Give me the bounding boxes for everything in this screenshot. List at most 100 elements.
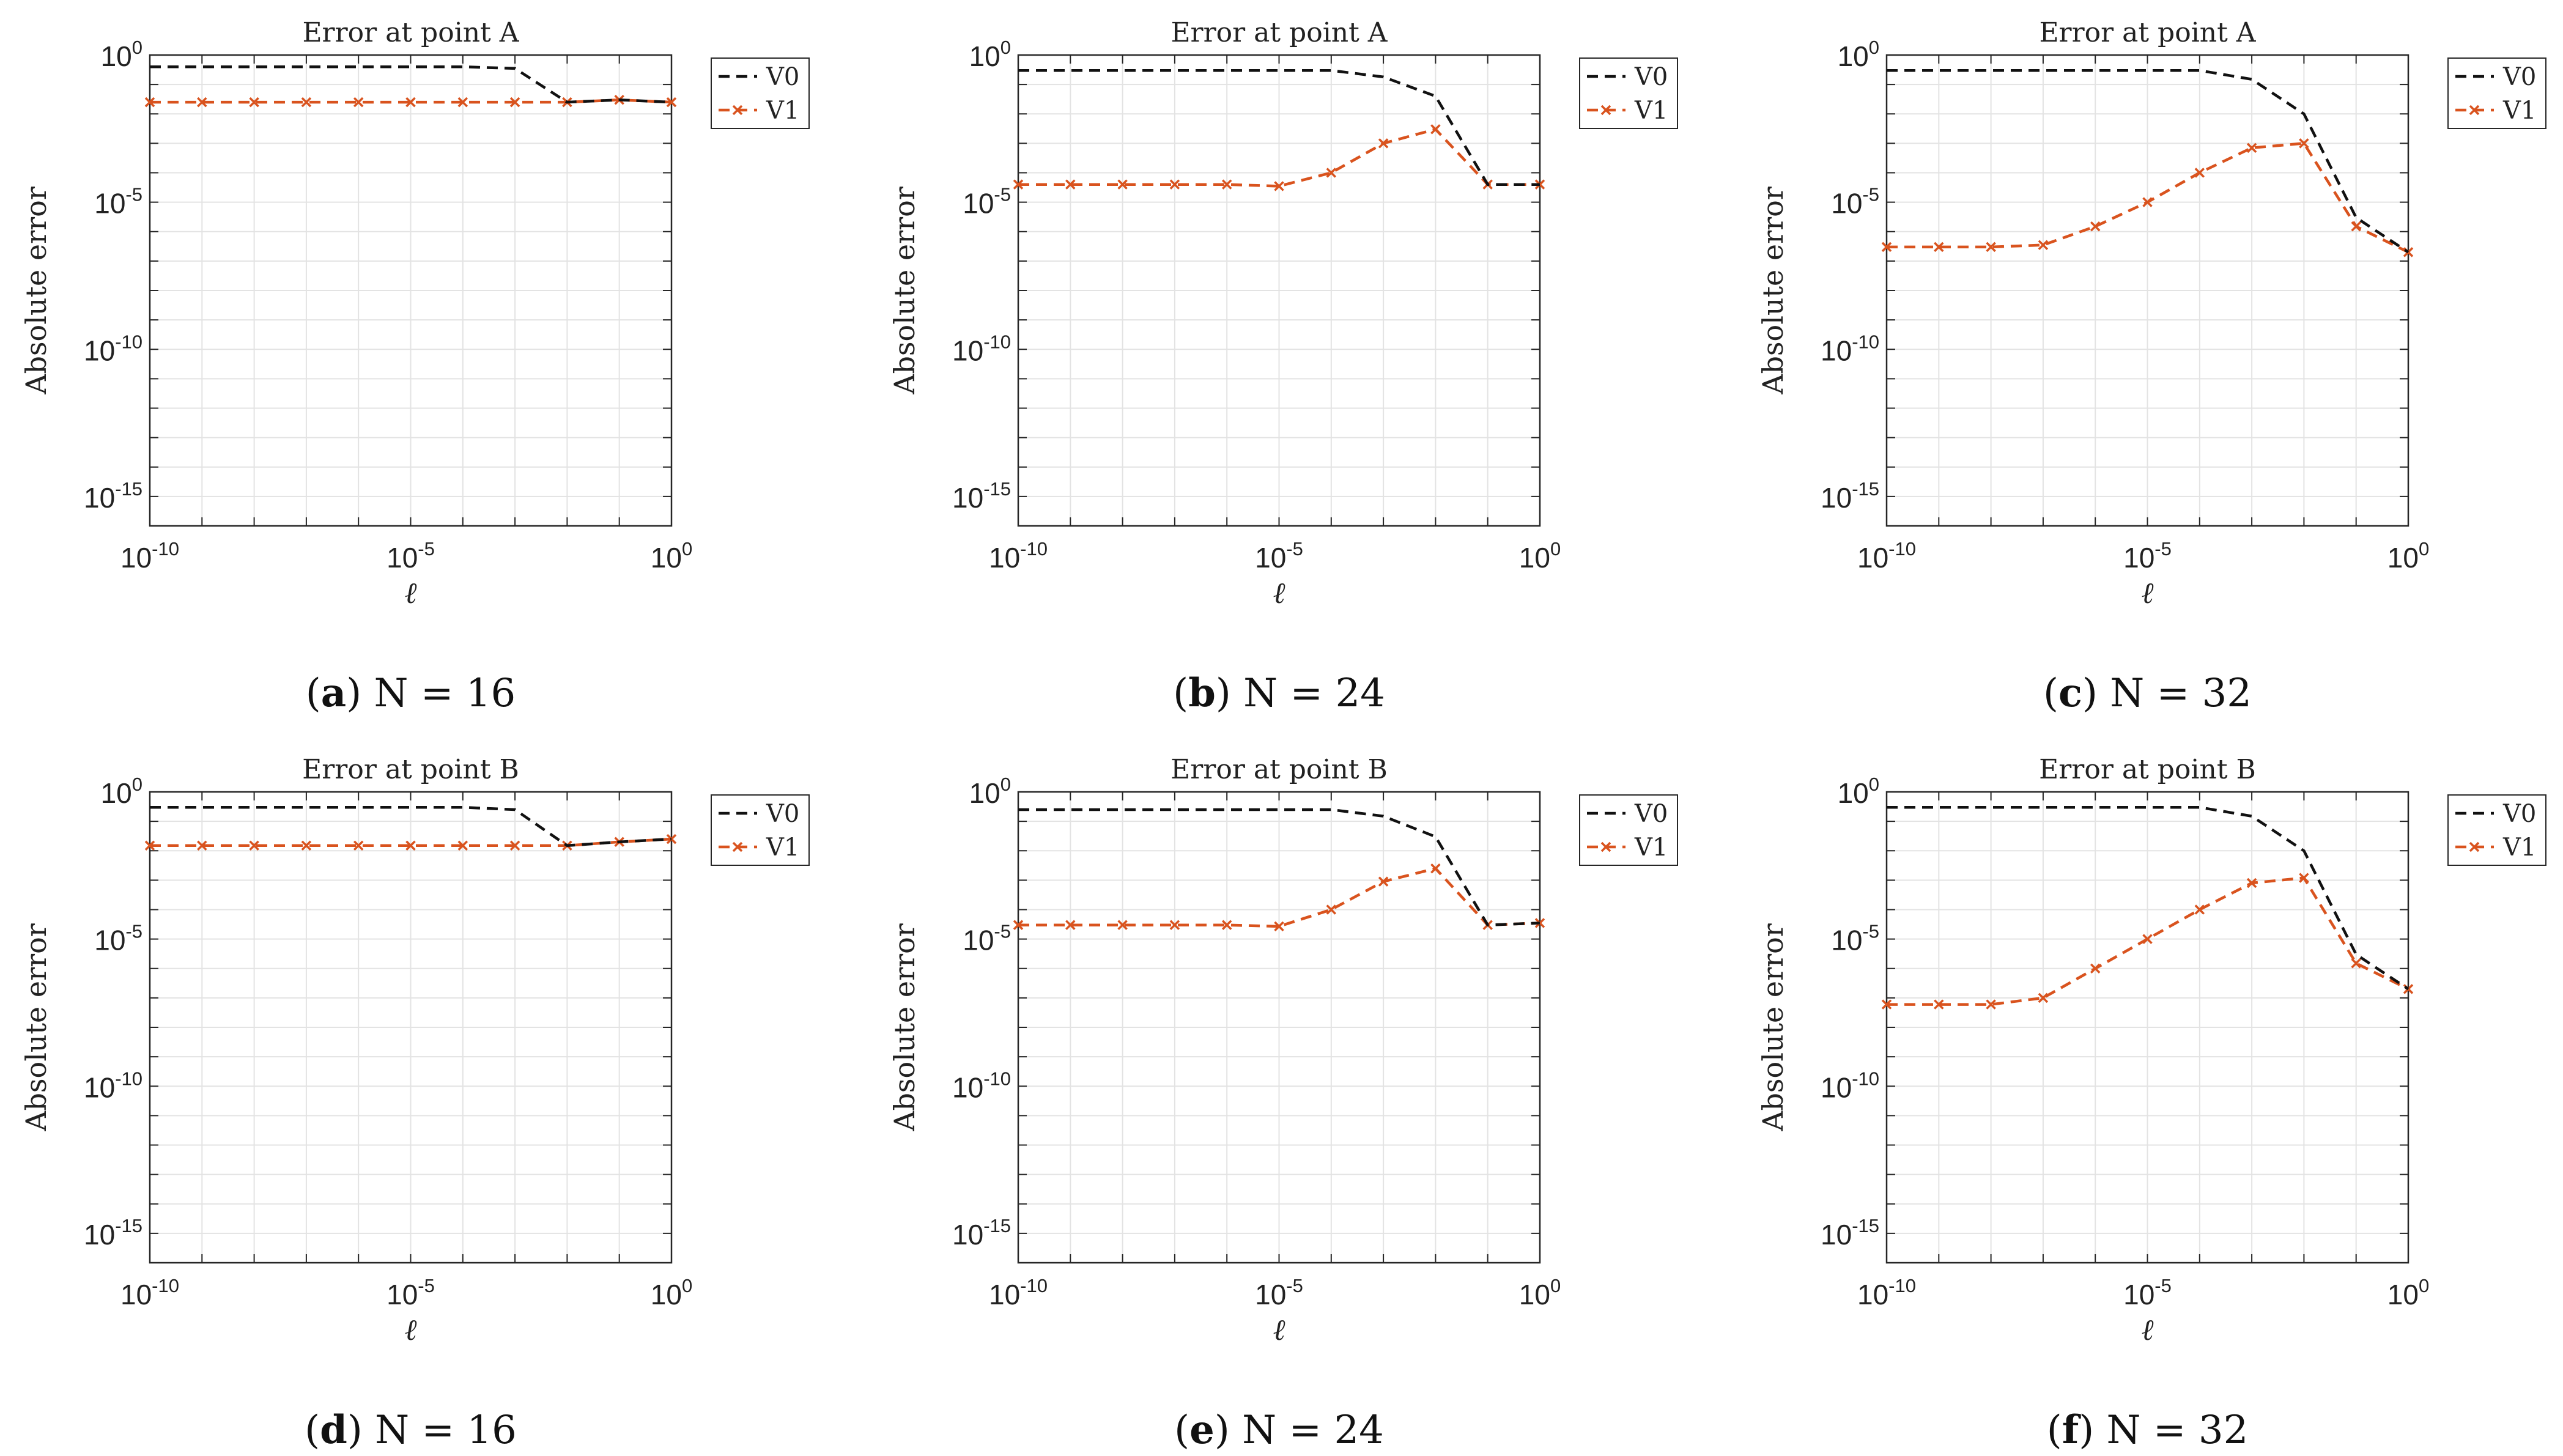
y-tick-label: 100	[101, 774, 142, 809]
chart-panel-b: 100 10-5 10-10 10-15 10-10 10-5 100 Error at po…	[888, 17, 1678, 716]
y-tick-label: 10-5	[963, 921, 1011, 956]
x-tick-label: 10-10	[1857, 1275, 1916, 1310]
series-line-v1	[1018, 127, 1540, 188]
data-point-v1	[2246, 878, 2257, 889]
data-point-v1	[144, 97, 155, 108]
data-point-v1	[2142, 934, 2153, 944]
data-point-v1	[353, 97, 364, 108]
x-tick-label: 100	[2387, 538, 2429, 574]
panel-caption: (a) N = 16	[306, 670, 516, 716]
data-point-v1	[2299, 873, 2309, 883]
data-point-v1	[1934, 242, 1944, 253]
chart-panel-c: 100 10-5 10-10 10-15 10-10 10-5 100 Error at po…	[1756, 17, 2546, 716]
data-point-v1	[2299, 138, 2309, 149]
panel-caption: (f) N = 32	[2047, 1407, 2249, 1453]
data-point-v1	[2246, 142, 2257, 153]
data-point-v1	[1274, 921, 1284, 932]
x-axis-label: ℓ	[405, 576, 417, 610]
data-point-v1	[1169, 920, 1180, 930]
x-tick-label: 10-5	[386, 1275, 435, 1310]
data-point-v1	[1881, 242, 1892, 253]
y-tick-label: 10-5	[94, 184, 142, 220]
legend-box	[1579, 794, 1678, 866]
data-point-v1	[509, 97, 520, 108]
chart-panel-d: 100 10-5 10-10 10-15 10-10 10-5 100 Error at po…	[20, 754, 810, 1453]
data-point-v1	[249, 840, 259, 851]
panel-caption: (d) N = 16	[305, 1407, 517, 1453]
y-tick-label: 10-10	[952, 1068, 1011, 1103]
series-line-v0	[1887, 805, 2410, 991]
x-axis-label: ℓ	[405, 1313, 417, 1347]
chart-title: Error at point B	[1171, 754, 1388, 785]
legend-label-v1: V1	[1634, 833, 1668, 862]
y-tick-label: 100	[969, 37, 1011, 72]
x-axis-label: ℓ	[1273, 576, 1285, 610]
data-point-v1	[2194, 904, 2205, 915]
y-tick-label: 10-15	[84, 1215, 142, 1251]
legend-label-v0: V0	[766, 800, 799, 828]
y-tick-label: 10-10	[1821, 1068, 1879, 1103]
legend-label-v1: V1	[1634, 97, 1668, 125]
x-axis-label: ℓ	[2142, 576, 2154, 610]
data-point-v1	[1013, 920, 1024, 930]
x-tick-label: 10-10	[1857, 538, 1916, 574]
data-point-v1	[1117, 920, 1128, 930]
x-tick-label: 10-5	[2123, 1275, 2172, 1310]
panel-caption: (c) N = 32	[2043, 670, 2252, 716]
data-point-v1	[1013, 179, 1024, 190]
data-point-v1	[249, 97, 259, 108]
data-point-v1	[1430, 863, 1441, 874]
y-tick-label: 10-10	[1821, 331, 1879, 366]
data-point-v1	[1881, 999, 1892, 1010]
y-tick-label: 10-10	[84, 331, 142, 366]
y-tick-label: 10-5	[94, 921, 142, 956]
y-axis-label: Absolute error	[1756, 923, 1789, 1132]
x-tick-label: 10-5	[1255, 538, 1303, 574]
data-point-v1	[1378, 138, 1389, 149]
data-point-v1	[2090, 221, 2101, 232]
x-tick-label: 10-5	[386, 538, 435, 574]
legend-label-v1: V1	[766, 833, 799, 862]
data-point-v1	[1274, 181, 1284, 191]
data-point-v1	[1430, 124, 1441, 135]
data-point-v1	[2351, 221, 2361, 232]
legend-label-v0: V0	[1634, 800, 1668, 828]
data-point-v1	[1169, 179, 1180, 190]
x-tick-label: 100	[651, 538, 692, 574]
legend-label-v0: V0	[2502, 63, 2536, 91]
legend-label-v1: V1	[2502, 97, 2536, 125]
y-tick-label: 10-5	[1831, 921, 1879, 956]
data-point-v1	[1378, 876, 1389, 887]
data-point-v1	[457, 840, 468, 851]
data-point-v1	[197, 97, 207, 108]
y-tick-label: 10-15	[1821, 478, 1879, 514]
y-tick-label: 10-15	[1821, 1215, 1879, 1251]
data-point-v1	[457, 97, 468, 108]
panel-caption: (e) N = 24	[1174, 1407, 1384, 1453]
x-tick-label: 10-10	[989, 538, 1048, 574]
legend-box	[711, 57, 810, 129]
y-axis-label: Absolute error	[20, 187, 53, 395]
chart-title: Error at point A	[1171, 17, 1388, 48]
legend-label-v1: V1	[2502, 833, 2536, 862]
y-axis-label: Absolute error	[20, 923, 53, 1132]
chart-title: Error at point B	[2039, 754, 2256, 785]
y-tick-label: 10-10	[952, 331, 1011, 366]
y-tick-label: 10-15	[952, 1215, 1011, 1251]
x-tick-label: 100	[1519, 1275, 1561, 1310]
data-point-v1	[197, 840, 207, 851]
panel-caption: (b) N = 24	[1173, 670, 1385, 716]
data-point-v1	[666, 97, 677, 108]
chart-title: Error at point A	[302, 17, 519, 48]
data-point-v1	[353, 840, 364, 851]
data-point-v1	[1065, 179, 1076, 190]
data-point-v1	[301, 840, 312, 851]
data-point-v1	[1221, 920, 1232, 930]
chart-title: Error at point B	[302, 754, 519, 785]
x-axis-label: ℓ	[2142, 1313, 2154, 1347]
series-line-v0	[1887, 68, 2410, 254]
